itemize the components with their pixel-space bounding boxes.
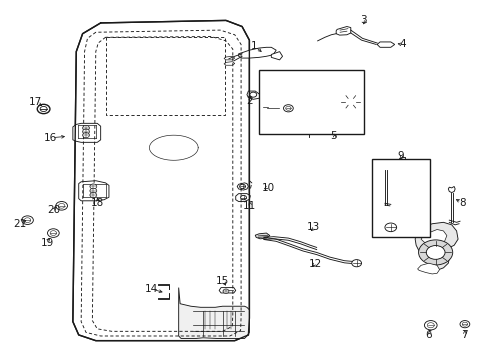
Polygon shape [417,263,439,274]
Text: 10: 10 [261,183,274,193]
Text: 4: 4 [399,40,406,49]
Text: 6: 6 [425,330,431,340]
Circle shape [47,229,59,237]
Circle shape [424,320,436,330]
Polygon shape [79,181,109,201]
Polygon shape [224,62,234,65]
Polygon shape [420,229,446,245]
Polygon shape [263,101,267,113]
Circle shape [40,107,47,112]
Text: 2: 2 [245,96,252,106]
Polygon shape [237,183,248,190]
Circle shape [268,107,277,114]
Polygon shape [73,123,101,142]
Circle shape [239,184,245,189]
Circle shape [268,103,277,109]
Circle shape [82,129,89,134]
Polygon shape [335,27,350,35]
Circle shape [240,195,246,200]
Text: 16: 16 [44,133,57,143]
Circle shape [82,133,89,138]
Circle shape [249,92,256,97]
Polygon shape [238,47,276,58]
Text: 21: 21 [14,219,27,229]
Polygon shape [376,42,394,47]
Text: 8: 8 [459,198,466,208]
Text: 17: 17 [29,97,42,107]
Polygon shape [255,233,269,239]
Circle shape [461,322,467,326]
Text: 3: 3 [360,15,366,26]
Text: 12: 12 [308,259,321,269]
Circle shape [90,193,97,198]
Text: 20: 20 [47,206,60,216]
Polygon shape [235,194,250,202]
Text: 11: 11 [242,201,256,211]
Text: 19: 19 [41,238,54,248]
Circle shape [24,218,31,222]
Polygon shape [271,51,282,60]
Text: 5: 5 [329,131,336,141]
Circle shape [345,98,355,106]
Polygon shape [178,288,249,338]
Circle shape [285,106,290,110]
Circle shape [418,240,452,265]
Circle shape [50,231,57,235]
Circle shape [90,184,97,189]
Circle shape [426,246,444,259]
Text: 15: 15 [216,276,229,286]
Circle shape [459,320,469,328]
Polygon shape [414,222,457,270]
Bar [259,70,363,134]
Text: 18: 18 [90,198,103,208]
Circle shape [223,289,228,293]
Text: 14: 14 [145,284,158,294]
Circle shape [427,323,433,328]
Polygon shape [383,163,390,170]
Polygon shape [264,86,355,98]
Polygon shape [224,56,234,60]
Circle shape [384,223,396,231]
Bar [371,159,429,237]
Text: 9: 9 [396,150,403,161]
Circle shape [283,105,293,112]
Circle shape [56,202,67,210]
Circle shape [339,94,361,110]
Text: 13: 13 [306,222,320,232]
Circle shape [90,188,97,193]
Text: 7: 7 [461,330,467,340]
Text: 1: 1 [250,41,257,50]
Polygon shape [447,186,454,193]
Circle shape [21,216,33,225]
Circle shape [82,126,89,131]
Polygon shape [246,91,261,99]
Circle shape [37,104,50,114]
Polygon shape [73,21,249,341]
Polygon shape [219,288,235,293]
Circle shape [351,260,361,267]
Circle shape [58,203,65,208]
